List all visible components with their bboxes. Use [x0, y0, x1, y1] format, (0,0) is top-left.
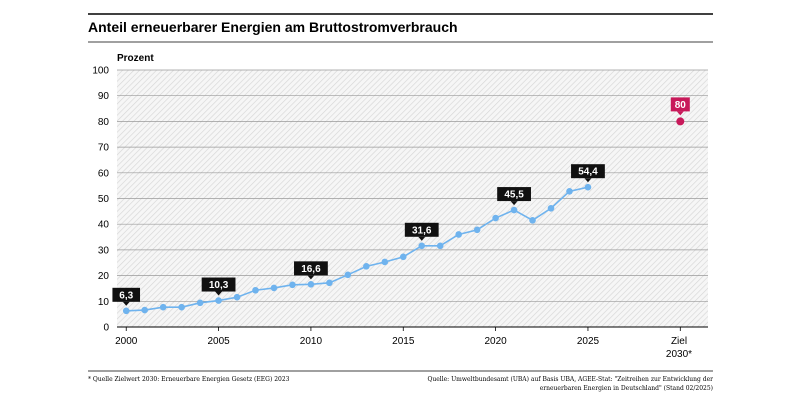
- data-point: [178, 303, 185, 311]
- data-label-pointer: [215, 291, 223, 296]
- y-tick-label: 60: [98, 168, 110, 179]
- data-point: [215, 297, 222, 304]
- x-tick-label: 2000: [115, 336, 138, 347]
- data-label-pointer: [418, 236, 426, 241]
- data-point: [418, 242, 426, 250]
- footnote-right-line1: Quelle: Umweltbundesamt (UBA) auf Basis …: [427, 376, 713, 383]
- target-label-pointer: [676, 111, 684, 116]
- data-point: [122, 307, 130, 315]
- y-tick-label: 30: [98, 245, 110, 256]
- target-2030: 80: [670, 97, 690, 126]
- y-axis-label: Prozent: [117, 53, 154, 64]
- y-tick-label: 70: [98, 143, 110, 154]
- data-labels: 6,3 10,3 16,6 31,6 45,5 54,4: [112, 164, 605, 306]
- data-label-pointer: [584, 178, 592, 183]
- data-point: [566, 188, 573, 195]
- x-tick-label: 2010: [300, 336, 323, 347]
- y-tick-label: 80: [98, 117, 110, 128]
- data-label: 54,4: [578, 167, 598, 178]
- data-point: [529, 217, 536, 224]
- data-label-box: [404, 222, 439, 237]
- target-label-box: [670, 97, 690, 112]
- data-label: 6,3: [119, 290, 133, 301]
- data-point: [436, 242, 444, 250]
- data-label-pointer: [510, 201, 518, 206]
- y-tick-label: 100: [92, 66, 109, 77]
- data-point: [473, 226, 481, 234]
- x-axis-ticks: 2000 2005 2010 2015 2020 2025: [115, 327, 681, 347]
- y-tick-label: 10: [98, 297, 110, 308]
- data-label: 45,5: [504, 190, 524, 201]
- data-label: 10,3: [209, 280, 229, 291]
- series-renewable-share: [122, 183, 592, 315]
- y-tick-label: 40: [98, 220, 110, 231]
- x-tick-label: 2025: [577, 336, 600, 347]
- data-point: [141, 306, 149, 314]
- x-tick-target-line2: 2030*: [666, 349, 692, 360]
- y-axis-ticks: 0 10 20 30 40 50 60 70 80 90 100: [92, 66, 109, 334]
- data-point: [399, 253, 407, 261]
- data-point: [492, 214, 499, 222]
- data-label-box: [112, 287, 141, 302]
- target-point: [676, 117, 685, 126]
- data-point: [381, 258, 389, 266]
- footnote-left: * Quelle Zielwert 2030: Erneuerbare Ener…: [88, 376, 290, 383]
- data-label: 16,6: [301, 264, 321, 275]
- data-label-pointer: [122, 301, 130, 306]
- x-tick-target-line1: Ziel: [671, 336, 687, 347]
- data-point: [584, 183, 592, 191]
- data-label-box: [571, 164, 605, 179]
- footnote-right-line2: erneuerbaren Energien in Deutschland" (S…: [540, 385, 713, 392]
- data-label-pointer: [307, 275, 315, 280]
- x-tick-label: 2015: [392, 336, 415, 347]
- data-point: [344, 271, 352, 279]
- data-label-box: [201, 277, 236, 292]
- data-label: 31,6: [412, 225, 432, 236]
- data-point: [196, 299, 204, 307]
- x-tick-label: 2005: [207, 336, 230, 347]
- data-point: [547, 204, 555, 212]
- data-label-box: [497, 187, 531, 202]
- target-label: 80: [675, 100, 687, 111]
- data-point: [363, 263, 370, 270]
- y-tick-label: 0: [103, 323, 109, 334]
- data-label-box: [294, 261, 328, 276]
- data-point: [270, 284, 278, 292]
- y-tick-label: 50: [98, 194, 110, 205]
- data-point: [252, 286, 259, 294]
- y-tick-label: 20: [98, 271, 110, 282]
- data-point: [307, 281, 315, 288]
- chart-title: Anteil erneuerbarer Energien am Bruttost…: [88, 19, 458, 35]
- data-point: [233, 293, 241, 301]
- data-point: [455, 231, 462, 238]
- data-point: [289, 281, 296, 289]
- y-tick-label: 90: [98, 91, 110, 102]
- data-point: [159, 303, 167, 311]
- x-tick-label: 2020: [484, 336, 507, 347]
- data-point: [326, 279, 333, 287]
- data-point: [510, 206, 518, 214]
